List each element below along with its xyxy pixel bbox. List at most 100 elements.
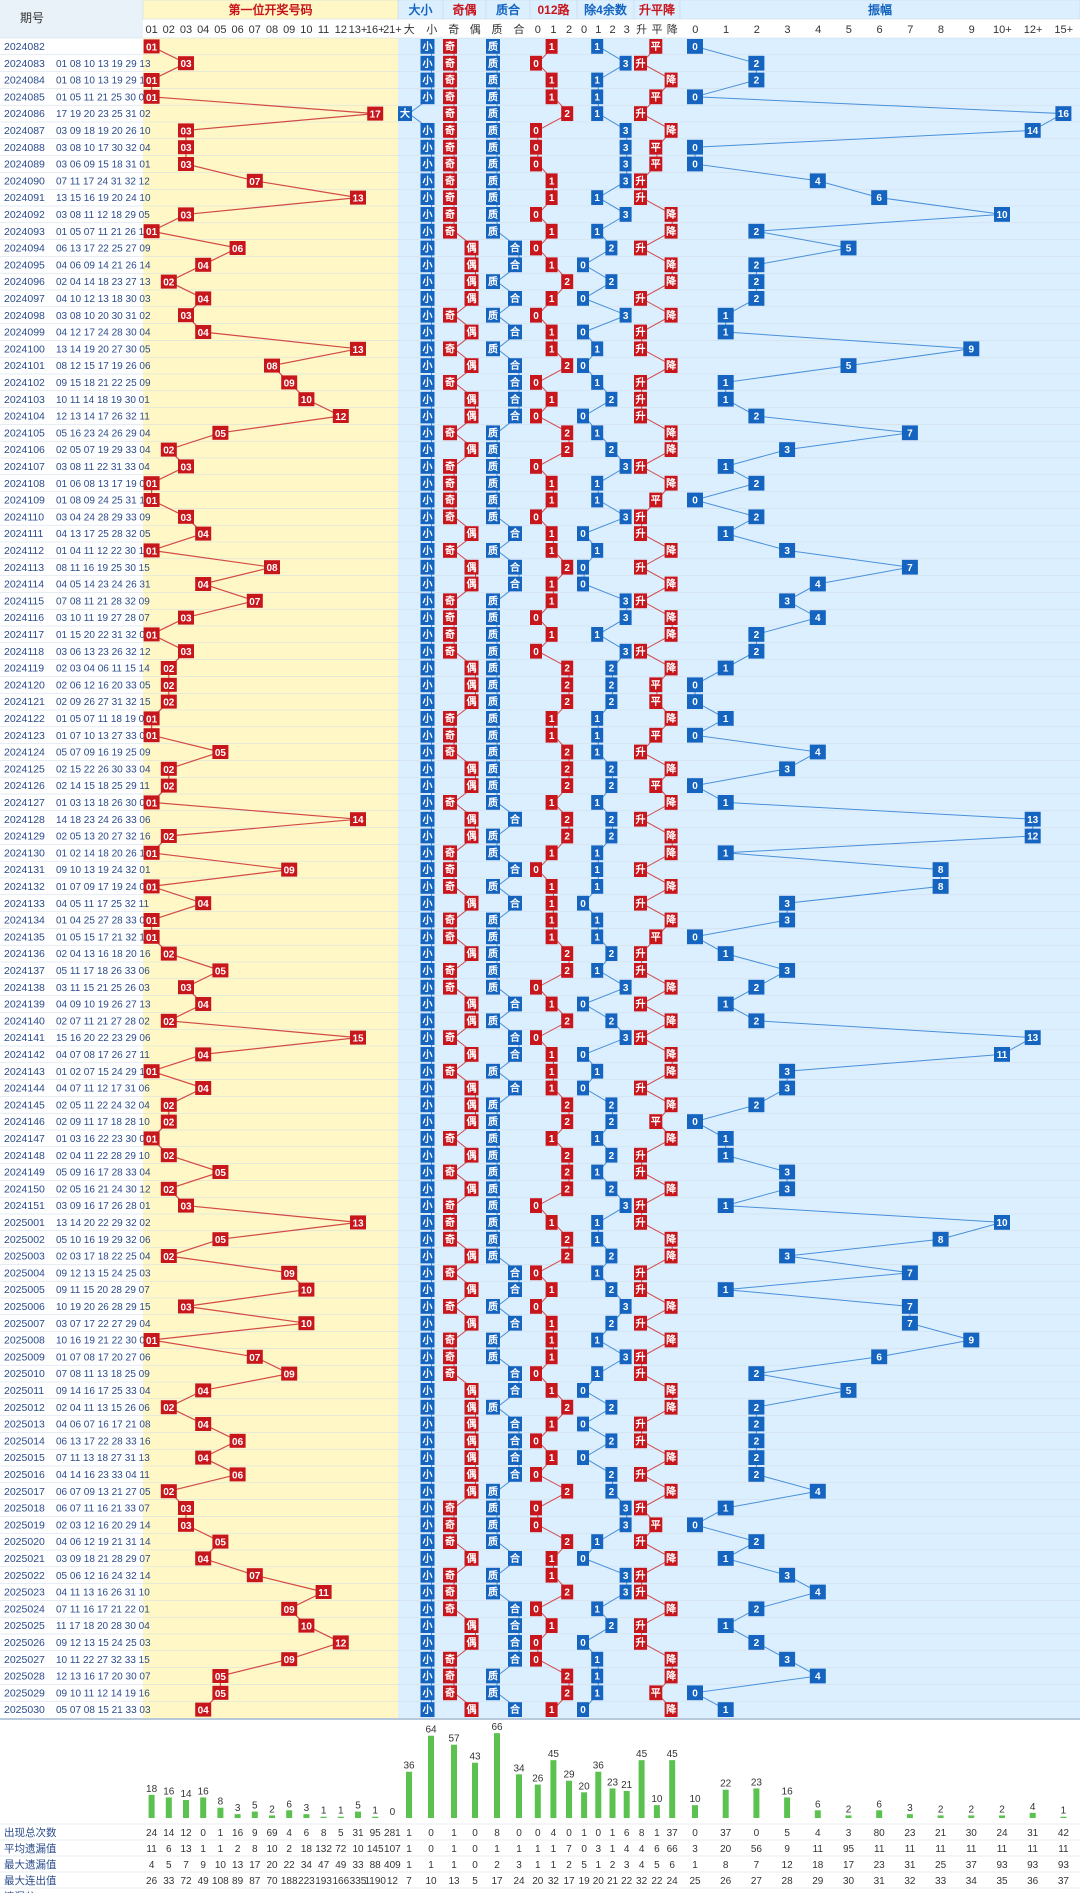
jo-marker (464, 391, 479, 407)
first-digit-marker (178, 140, 194, 155)
dx-marker-text: 小 (422, 947, 433, 960)
stats-value: 29 (812, 1876, 824, 1887)
jo-marker (443, 711, 457, 726)
count-bar (183, 1800, 189, 1818)
count-bar (1029, 1812, 1036, 1818)
jo-marker-text: 奇 (445, 1199, 455, 1212)
first-digit-value: 03 (180, 143, 192, 154)
amp-marker (687, 694, 703, 709)
dx-marker-text: 小 (422, 897, 433, 910)
dx-marker (420, 72, 435, 88)
period-label: 2024090 (4, 175, 45, 187)
stats-value: 20 (266, 1860, 278, 1871)
r012-marker-text: 2 (564, 1403, 570, 1414)
subheader-first-11: 12 (335, 24, 347, 36)
amp-marker-text: 2 (754, 630, 760, 641)
first-digit-marker (212, 1232, 229, 1247)
dx-marker (420, 946, 435, 961)
jo-marker (464, 1097, 479, 1113)
dx-marker (420, 526, 435, 541)
mod4-marker-text: 3 (623, 647, 629, 658)
r012-marker-text: 1 (549, 714, 555, 725)
draw-numbers: 01 08 10 13 19 29 13 (56, 59, 151, 70)
dx-marker-text: 小 (422, 544, 433, 557)
stats-value: 21 (607, 1876, 619, 1887)
amp-marker-text: 4 (815, 613, 821, 624)
spj-marker-text: 升 (636, 460, 646, 473)
r012-marker (530, 862, 542, 877)
amp-marker-text: 3 (784, 764, 790, 775)
mod4-marker-text: 2 (609, 1184, 615, 1195)
jo-marker-text: 奇 (445, 930, 455, 943)
spj-marker (664, 627, 678, 642)
jo-marker (443, 627, 457, 642)
spj-marker-text: 升 (636, 964, 646, 977)
count-bar (320, 1816, 327, 1818)
period-label: 2024121 (4, 696, 45, 708)
stats-value: 107 (384, 1844, 401, 1855)
amp-marker-text: 2 (754, 512, 760, 523)
stats-value: 26 (146, 1876, 158, 1887)
stats-value: 19 (579, 1876, 591, 1887)
mod4-marker-text: 0 (580, 361, 586, 372)
count-bar-label: 1 (372, 1806, 378, 1817)
zh-marker-text: 质 (488, 846, 498, 859)
jo-marker (443, 307, 457, 323)
zh-marker-text: 质 (488, 1233, 498, 1246)
spj-marker-text: 升 (636, 1468, 646, 1481)
stats-value: 4 (551, 1828, 557, 1839)
draw-numbers: 02 05 13 20 27 32 16 (56, 832, 151, 843)
spj-marker (634, 408, 647, 424)
period-label: 2025005 (4, 1284, 45, 1296)
first-digit-value: 09 (284, 1605, 296, 1616)
amp-marker-text: 2 (754, 227, 760, 238)
r012-marker (545, 895, 558, 911)
mod4-marker (619, 307, 632, 323)
draw-numbers: 01 05 11 21 25 30 01 (56, 92, 150, 103)
first-digit-value: 04 (198, 328, 210, 339)
dx-marker-text: 小 (422, 477, 433, 490)
jo-marker-text: 奇 (445, 309, 455, 322)
amp-marker-text: 5 (846, 1386, 852, 1397)
zh-marker-text: 质 (488, 796, 498, 809)
period-label: 2024087 (4, 125, 45, 137)
jo-marker-text: 偶 (466, 443, 477, 456)
spj-marker (634, 744, 647, 760)
amp-marker (779, 543, 796, 558)
amp-marker-text: 2 (754, 1403, 760, 1414)
stats-value: 8 (494, 1828, 500, 1839)
first-digit-marker (195, 257, 212, 272)
amp-marker-text: 4 (815, 1588, 821, 1599)
stats-value: 20 (593, 1876, 605, 1887)
period-label: 2024094 (4, 243, 45, 255)
dx-marker-text: 小 (422, 578, 433, 591)
draw-numbers: 02 07 11 21 27 28 02 (56, 1016, 150, 1027)
mod4-marker-text: 1 (594, 966, 600, 977)
draw-numbers: 12 13 16 17 20 30 07 (56, 1672, 151, 1683)
period-label: 2024116 (4, 612, 44, 624)
spj-marker-text: 升 (636, 594, 646, 607)
dx-marker-text: 小 (422, 191, 433, 204)
spj-marker-text: 平 (651, 91, 661, 103)
jo-marker (464, 677, 479, 693)
stats-value: 17 (563, 1876, 575, 1887)
r012-marker (561, 761, 574, 777)
subheader-spj-2: 降 (667, 22, 678, 36)
jo-marker-text: 偶 (466, 695, 477, 708)
r012-marker-text: 1 (549, 1554, 555, 1565)
dx-marker-text: 小 (422, 443, 433, 456)
amp-marker (748, 643, 765, 659)
dx-marker (420, 660, 435, 676)
spj-marker-text: 降 (666, 426, 677, 439)
mod4-marker (591, 963, 604, 978)
count-bar-label: 29 (563, 1770, 575, 1781)
first-digit-value: 10 (301, 1622, 313, 1633)
period-label: 2025023 (4, 1587, 45, 1599)
jo-marker-text: 偶 (466, 1082, 477, 1095)
spj-marker (634, 996, 647, 1012)
amp-marker (687, 677, 703, 693)
first-digit-value: 02 (163, 1185, 175, 1196)
dx-marker-text: 小 (422, 746, 433, 759)
count-bar (968, 1815, 975, 1818)
period-label: 2024139 (4, 999, 45, 1011)
